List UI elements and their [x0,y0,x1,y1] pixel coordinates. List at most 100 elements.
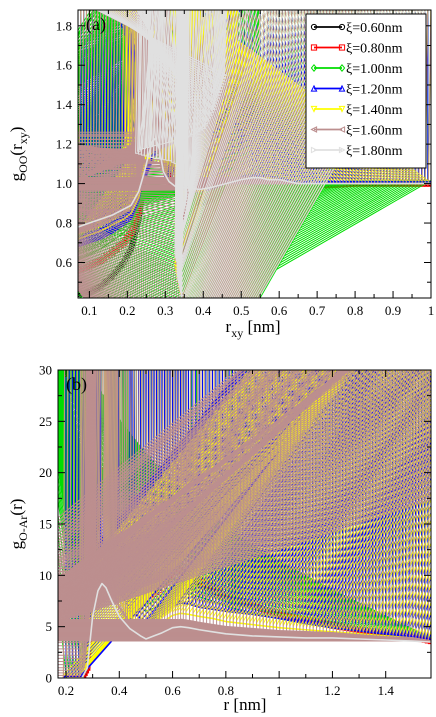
data-point [58,370,407,634]
data-point [180,10,308,298]
series-line [65,582,431,678]
data-point [181,10,377,298]
legend-entry: ξ=0.60nm [346,21,403,36]
data-point [180,10,336,298]
data-point [180,10,352,298]
data-point [78,10,280,280]
data-point [58,370,397,627]
data-point [181,10,392,298]
data-point [180,10,330,298]
y-tick-label: 15 [39,517,52,532]
y-tick-label: 1.2 [56,137,72,152]
y-axis-label-group: gO-Ar(r) [7,499,30,550]
data-point [137,10,154,152]
data-point [402,370,431,637]
data-point [180,10,361,298]
legend: ξ=0.60nm ξ=0.80nm ξ=1.00nm ξ=1.20nm ξ=1.40nm… [305,13,427,169]
x-tick-label: 0.8 [218,683,234,698]
data-point [385,370,431,635]
legend-marker [338,126,346,133]
data-point [418,370,431,640]
data-point [179,10,289,290]
data-point [176,10,277,278]
legend-box [305,13,427,169]
data-point [150,10,161,159]
data-point [58,370,431,639]
data-point [181,10,370,298]
y-tick-label: 30 [39,363,52,378]
legend-marker [310,146,318,154]
data-point [75,370,351,678]
x-tick-label: 0.5 [233,303,249,318]
data-point [181,10,383,298]
y-tick-label: 1.0 [56,176,72,191]
data-point [409,370,431,638]
x-tick-label: 0.2 [119,303,135,318]
data-point [72,370,349,678]
data-point [180,10,305,298]
data-point [319,370,431,627]
data-point [180,10,327,298]
x-tick-label: 0.7 [309,303,326,318]
data-point [309,370,431,625]
data-point [195,10,429,185]
x-axis-label: rxy [nm] [226,317,281,340]
y-tick-label: 0 [46,671,53,686]
data-point [177,10,283,284]
data-point [58,370,394,627]
data-point [166,10,178,165]
data-point [58,370,390,626]
x-tick-label: 1 [276,683,283,698]
data-point [58,370,410,635]
data-point [58,370,375,624]
data-point [164,10,175,163]
data-point [181,10,405,298]
x-axis-label: r [nm] [224,695,267,714]
data-point [180,10,348,298]
data-point [289,370,425,622]
legend-marker [310,84,318,92]
data-point [181,10,420,298]
legend-marker [338,23,346,31]
data-point [178,10,286,287]
data-point [181,10,380,298]
y-tick-label: 1.6 [56,58,73,73]
data-point [58,370,400,634]
data-point [229,370,382,613]
data-point [78,10,431,298]
x-tick-label: 0.4 [195,303,212,318]
y-axis-label: gO-Ar(r) [7,499,30,550]
legend-marker [310,126,318,133]
data-point [174,10,258,259]
data-point [182,10,217,215]
data-point [58,370,367,630]
x-tick-label: 0.4 [111,683,128,698]
data-point [58,370,380,631]
data-point [185,370,349,605]
legend-entry: ξ=0.80nm [346,42,403,57]
data-point [180,10,317,298]
data-point [58,370,379,625]
data-point [222,370,378,612]
data-point [92,10,236,242]
y-tick-label: 0.6 [56,255,73,270]
data-point [111,10,227,232]
legend-entry: ξ=1.80nm [346,144,403,159]
data-point [181,10,386,298]
data-point [252,370,398,616]
legend-entry: ξ=1.40nm [346,103,403,118]
data-point [372,370,431,634]
legend-marker [338,64,346,72]
data-point [97,370,242,545]
data-point [162,10,170,161]
y-axis-label: gOO(rxy) [7,127,30,182]
data-point [177,10,280,281]
data-point [146,10,160,158]
y-tick-label: 20 [39,465,52,480]
data-point [282,370,420,621]
data-point [58,370,371,624]
data-point [180,10,299,298]
x-tick-label: 0.6 [164,683,181,698]
data-point [181,10,373,298]
